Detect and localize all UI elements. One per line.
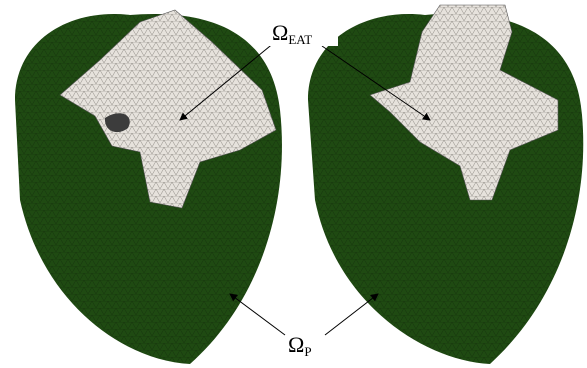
- arrow: [325, 294, 378, 335]
- left-heart: [15, 10, 282, 364]
- label-p: ΩP: [288, 332, 312, 359]
- arrow: [230, 294, 285, 335]
- label-subscript: EAT: [288, 32, 312, 47]
- label-symbol: Ω: [272, 20, 288, 45]
- label-subscript: P: [304, 344, 311, 359]
- figure: ΩEAT ΩP: [0, 0, 587, 368]
- right-heart: [308, 5, 583, 364]
- label-symbol: Ω: [288, 332, 304, 357]
